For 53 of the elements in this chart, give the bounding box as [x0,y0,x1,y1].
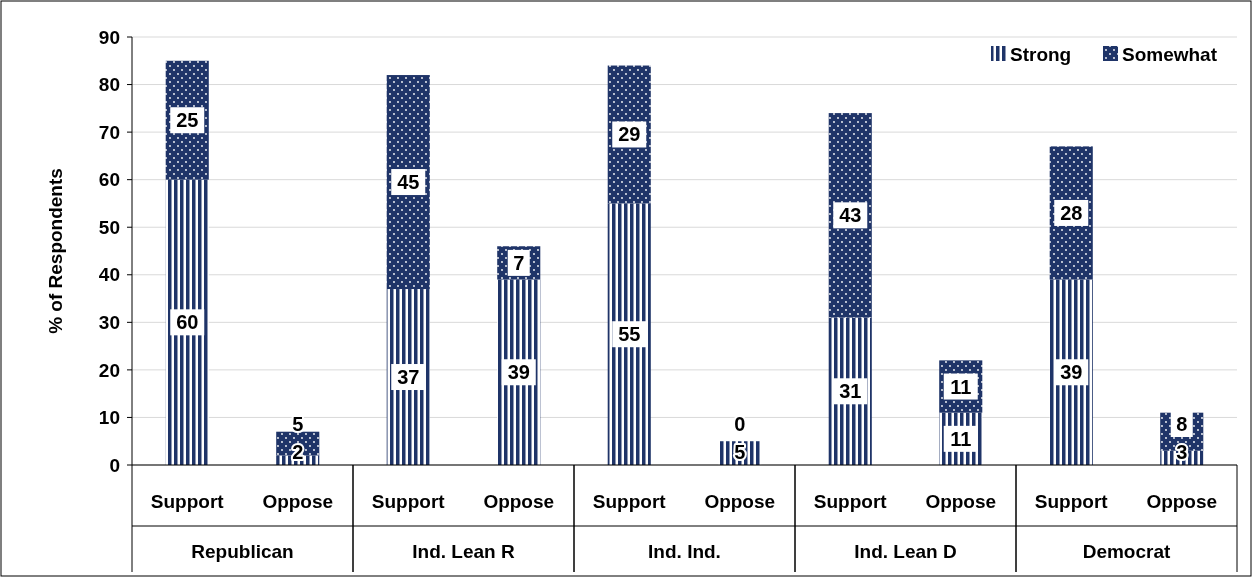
data-label: 8 [1176,413,1188,435]
data-label: 11 [950,427,972,450]
x-tick-label: Support [1034,490,1109,512]
y-tick-label: 30 [98,311,120,333]
data-label: 29 [618,123,641,146]
text: Republican [191,540,294,562]
x-tick-label: Oppose [483,490,555,512]
data-label: 45 [397,171,420,194]
bar [165,179,209,465]
data-label: 31 [839,380,862,403]
y-tick-label: 70 [98,121,120,143]
bar [828,113,872,318]
x-tick-label: Support [813,490,888,512]
data-label: 5 [734,441,746,463]
data-label: 28 [1060,201,1083,224]
bar [386,289,430,465]
x-tick-label: Support [150,490,225,512]
data-label: 5 [292,413,304,435]
y-tick-label: 10 [98,407,120,429]
data-label: 37 [397,366,420,389]
data-label: 0 [734,413,746,435]
text: Ind. Ind. [648,540,721,562]
data-label: 7 [513,251,525,274]
bar [1049,279,1093,465]
data-label: 43 [839,204,862,227]
x-tick-label: Oppose [1146,490,1218,512]
y-tick-label: 60 [98,169,120,191]
y-tick-label: 90 [98,26,120,48]
x-tick-label: Oppose [925,490,997,512]
text: Ind. Lean R [412,540,515,562]
data-label: 11 [950,375,972,398]
legend-label: Somewhat [1122,43,1218,65]
y-tick-label: 40 [98,264,120,286]
x-tick-label: Support [592,490,667,512]
data-label: 55 [618,323,641,346]
x-tick-label: Oppose [262,490,334,512]
y-axis-title: % of Respondents [45,168,66,334]
text: Ind. Lean D [854,540,957,562]
y-tick-label: 80 [98,74,120,96]
data-label: 39 [1060,361,1083,384]
data-label: 60 [176,311,199,334]
legend-label: Strong [1010,43,1072,65]
x-tick-label: Oppose [704,490,776,512]
y-tick-label: 50 [98,216,120,238]
y-tick-label: 20 [98,359,120,381]
bar [607,203,651,465]
data-label: 25 [176,109,199,132]
y-tick-label: 0 [109,454,120,476]
data-label: 39 [507,361,530,384]
bar [497,279,541,465]
x-tick-label: Support [371,490,446,512]
bar [386,75,430,290]
text: Democrat [1082,540,1171,562]
